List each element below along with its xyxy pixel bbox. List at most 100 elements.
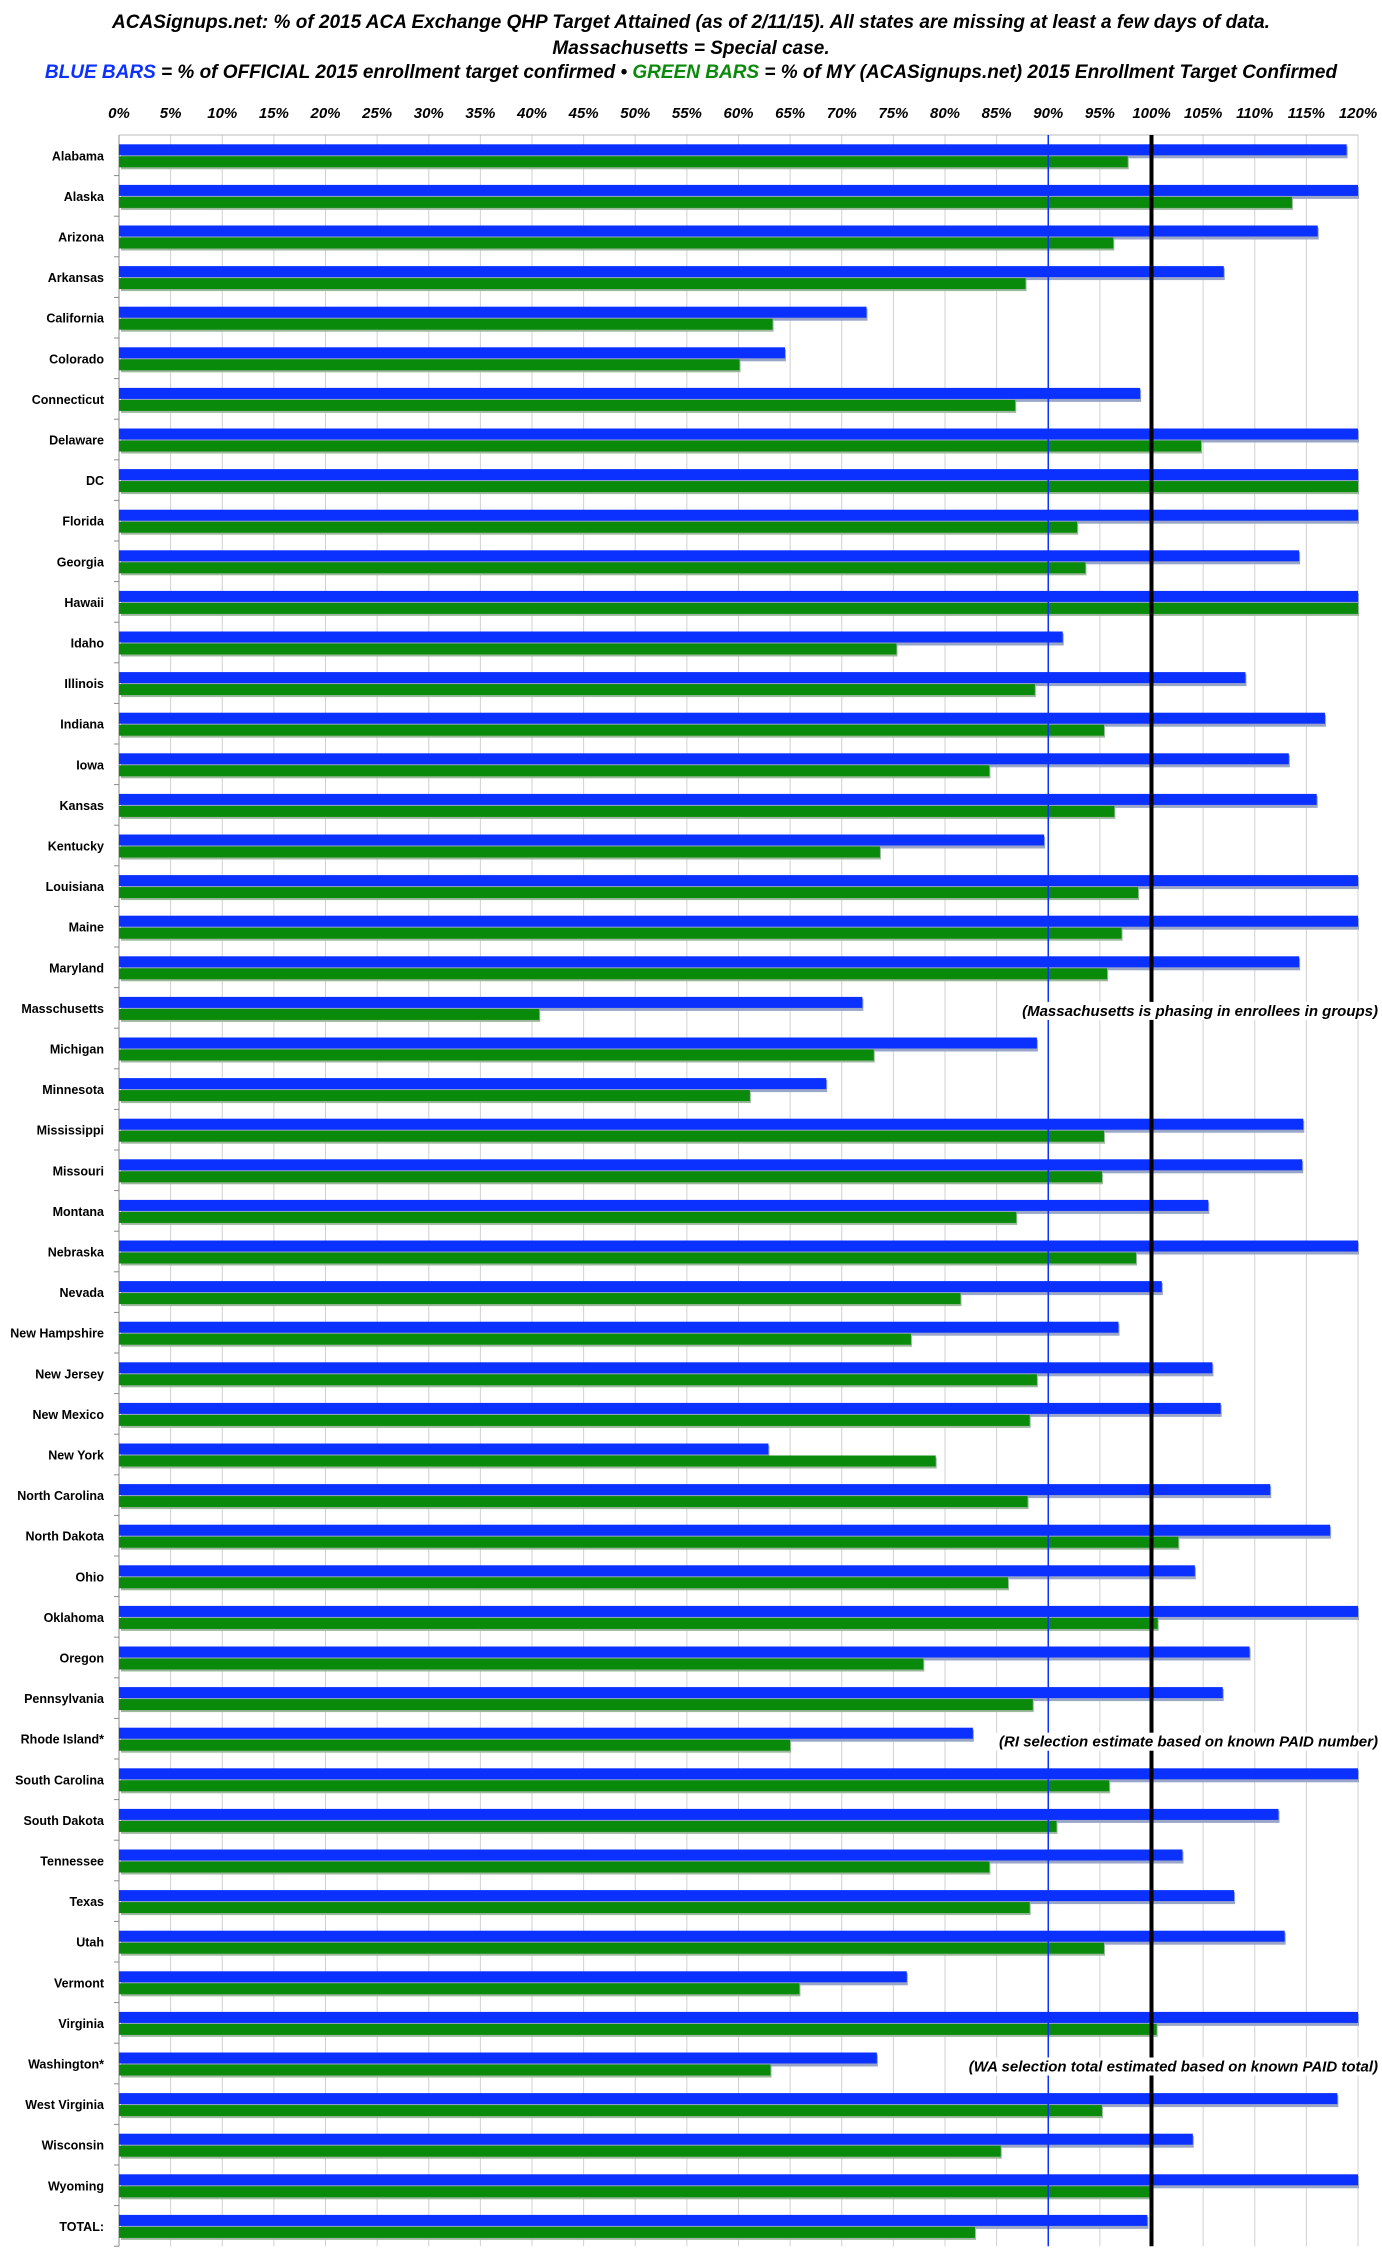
bar-official [119, 1971, 907, 1983]
annotation: (WA selection total estimated based on k… [969, 2059, 1378, 2076]
bar-mine [119, 1739, 791, 1751]
category-label: Pennsylvania [24, 1692, 105, 1706]
bar-official [119, 956, 1300, 968]
bar-official [119, 1321, 1119, 1333]
x-tick-label: 35% [465, 105, 495, 122]
x-tick-label: 100% [1132, 105, 1170, 122]
category-label: Connecticut [32, 393, 105, 407]
bar-official [119, 793, 1317, 805]
bar-mine [119, 440, 1202, 452]
category-label: Ohio [76, 1570, 105, 1584]
x-tick-label: 0% [108, 105, 130, 122]
bar-official [119, 753, 1289, 765]
bar-official [119, 1118, 1304, 1130]
bar-mine [119, 318, 773, 330]
category-label: Nebraska [48, 1246, 105, 1260]
bar-official [119, 1484, 1271, 1496]
bar-mine [119, 156, 1128, 168]
bar-official [119, 590, 1358, 602]
annotation: (Massachusetts is phasing in enrollees i… [1022, 1003, 1378, 1020]
bar-mine [119, 765, 990, 777]
legend-blue-label: BLUE BARS [44, 62, 156, 83]
bar-mine [119, 805, 1115, 817]
category-label: Indiana [60, 718, 105, 732]
x-tick-label: 95% [1085, 105, 1115, 122]
category-label: Michigan [50, 1043, 104, 1057]
bar-official [119, 184, 1358, 196]
bar-mine [119, 2186, 1152, 2198]
category-label: Wisconsin [42, 2139, 104, 2153]
bar-mine [119, 1820, 1057, 1832]
x-tick-label: 70% [827, 105, 857, 122]
bar-official [119, 144, 1347, 156]
annotation-bg [1018, 1001, 1380, 1020]
bar-mine [119, 1130, 1105, 1142]
bar-official [119, 712, 1325, 724]
x-tick-label: 120% [1339, 105, 1377, 122]
bar-official [119, 428, 1358, 440]
bar-mine [119, 684, 1035, 696]
bar-mine [119, 1780, 1110, 1792]
bar-official [119, 834, 1045, 846]
bar-official [119, 347, 785, 359]
bar-official [119, 1727, 973, 1739]
annotation: (RI selection estimate based on known PA… [999, 1734, 1378, 1751]
category-label: Washington* [28, 2058, 104, 2072]
bar-official [119, 2052, 877, 2064]
bar-mine [119, 846, 880, 858]
x-tick-label: 30% [414, 105, 444, 122]
bar-official [119, 509, 1358, 521]
bar-mine [119, 2145, 1001, 2157]
category-label: Wyoming [48, 2179, 104, 2193]
bar-mine [119, 887, 1139, 899]
category-label: New York [48, 1449, 104, 1463]
x-tick-label: 15% [259, 105, 289, 122]
category-label: Minnesota [42, 1083, 105, 1097]
legend-green-label: GREEN BARS [632, 62, 760, 83]
bar-official [119, 1849, 1183, 1861]
bar-official [119, 306, 867, 318]
bar-mine [119, 2023, 1157, 2035]
bar-official [119, 915, 1358, 927]
bar-official [119, 2093, 1338, 2105]
bar-official [119, 2214, 1148, 2226]
legend-green-text: = % of MY (ACASignups.net) 2015 Enrollme… [759, 62, 1338, 83]
bar-mine [119, 1414, 1030, 1426]
x-tick-label: 50% [620, 105, 650, 122]
bar-mine [119, 2105, 1102, 2117]
bar-official [119, 550, 1300, 562]
bar-mine [119, 1252, 1137, 1264]
category-label: West Virginia [25, 2098, 105, 2112]
bar-mine [119, 1942, 1105, 1954]
category-label: Alaska [64, 190, 105, 204]
category-label: Iowa [76, 758, 105, 772]
category-label: Arkansas [48, 271, 104, 285]
x-tick-label: 55% [672, 105, 702, 122]
x-tick-label: 25% [361, 105, 392, 122]
category-label: Oregon [60, 1652, 104, 1666]
category-label: Delaware [49, 434, 104, 448]
bar-official [119, 1890, 1235, 1902]
category-label: TOTAL: [59, 2220, 104, 2234]
bar-mine [119, 602, 1358, 614]
bar-mine [119, 1902, 1030, 1914]
category-label: Maryland [49, 961, 104, 975]
bar-official [119, 875, 1358, 887]
category-label: New Mexico [32, 1408, 104, 1422]
x-tick-label: 110% [1236, 105, 1273, 122]
category-label: Kentucky [48, 840, 104, 854]
category-label: Colorado [49, 352, 104, 366]
category-label: North Carolina [17, 1489, 105, 1503]
bar-mine [119, 1983, 800, 1995]
x-tick-label: 20% [309, 105, 340, 122]
x-tick-label: 80% [930, 105, 960, 122]
bar-official [119, 1808, 1279, 1820]
bar-mine [119, 1374, 1037, 1386]
bar-official [119, 2133, 1193, 2145]
x-tick-label: 40% [516, 105, 547, 122]
bar-mine [119, 1496, 1028, 1508]
bar-official [119, 1281, 1162, 1293]
category-label: Texas [69, 1895, 104, 1909]
x-tick-label: 65% [775, 105, 805, 122]
